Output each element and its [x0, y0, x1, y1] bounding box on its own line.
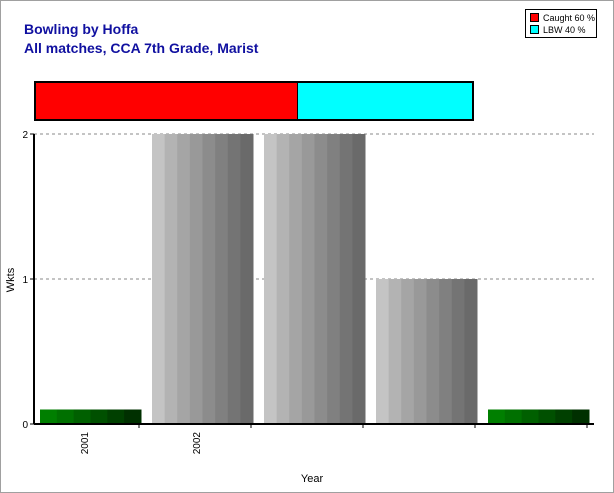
bar-stripe [314, 134, 328, 424]
bar-stripe [240, 134, 254, 424]
bar-stripe [202, 134, 216, 424]
share-segment-lbw [297, 83, 472, 119]
bar-stripe [521, 409, 539, 424]
legend-label-lbw: LBW 40 % [543, 24, 586, 35]
bar-stripe [73, 409, 91, 424]
legend-item-caught: Caught 60 % [530, 12, 595, 23]
legend-swatch-caught [530, 13, 539, 22]
x-tick-label: 2001 [80, 432, 91, 455]
bar [152, 134, 254, 424]
bar [40, 409, 142, 424]
bar-stripe [164, 134, 178, 424]
bar-stripe [327, 134, 341, 424]
bar-stripe [276, 134, 290, 424]
bar-stripe [451, 279, 465, 424]
legend-swatch-lbw [530, 25, 539, 34]
y-tick-label: 1 [22, 275, 28, 286]
legend: Caught 60 % LBW 40 % [525, 9, 597, 38]
bar [264, 134, 366, 424]
bar-stripe [301, 134, 315, 424]
legend-label-caught: Caught 60 % [543, 12, 596, 23]
bar-stripe [56, 409, 75, 424]
chart-title: Bowling by Hoffa [24, 21, 139, 37]
bar-stripe [538, 409, 556, 424]
chart-subtitle: All matches, CCA 7th Grade, Marist [24, 40, 259, 56]
bar-stripe [413, 279, 427, 424]
share-segment-caught [36, 83, 297, 119]
bar-stripe [555, 409, 573, 424]
bar-stripe [376, 279, 390, 424]
bar [488, 409, 590, 424]
bar-stripe [90, 409, 108, 424]
bar-stripe [215, 134, 229, 424]
bar-stripe [572, 409, 590, 424]
x-tick-label: 2002 [192, 432, 203, 455]
bar-stripe [107, 409, 125, 424]
y-tick-label: 2 [22, 130, 28, 141]
bar-stripe [488, 409, 506, 424]
bar-stripe [227, 134, 241, 424]
bar-stripe [289, 134, 303, 424]
bar-stripe [339, 134, 353, 424]
bar-stripe [388, 279, 402, 424]
bar-stripe [352, 134, 366, 424]
bar-stripe [504, 409, 523, 424]
bar-stripe [464, 279, 478, 424]
x-axis-title: Year [301, 473, 324, 485]
bar-stripe [426, 279, 440, 424]
chart-title-block: Bowling by Hoffa All matches, CCA 7th Gr… [24, 20, 258, 58]
legend-item-lbw: LBW 40 % [530, 24, 586, 35]
bar-stripe [177, 134, 191, 424]
bar-stripe [439, 279, 453, 424]
bar-stripe [189, 134, 203, 424]
dismissal-share-bar [34, 81, 474, 121]
y-tick-label: 0 [22, 420, 28, 431]
y-axis-title: Wkts [5, 267, 17, 292]
bar-stripe [152, 134, 166, 424]
bar-stripe [124, 409, 142, 424]
bar-stripe [401, 279, 415, 424]
bar-stripe [264, 134, 278, 424]
bar-stripe [40, 409, 58, 424]
bar [376, 279, 478, 424]
